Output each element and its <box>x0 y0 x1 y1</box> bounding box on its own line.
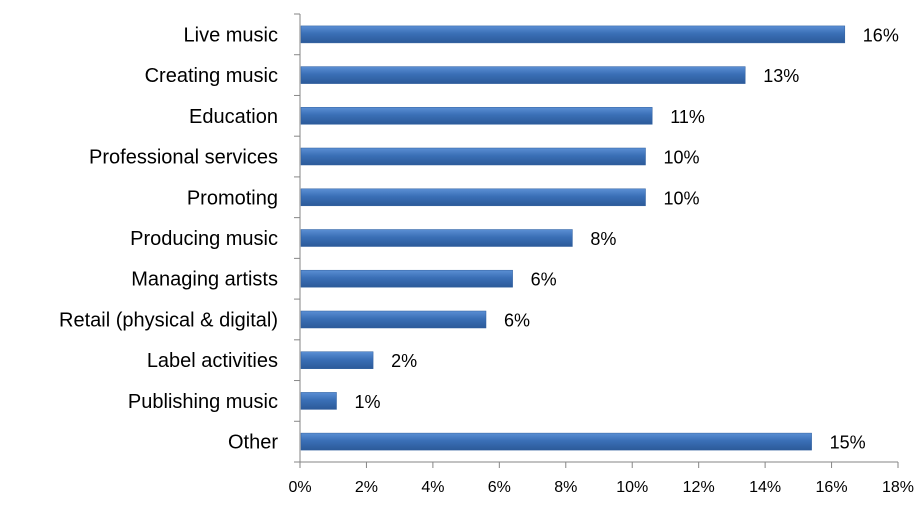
x-tick-label: 6% <box>488 479 511 496</box>
data-label: 10% <box>664 188 700 208</box>
x-tick-label: 12% <box>683 479 715 496</box>
x-tick-label: 16% <box>816 479 848 496</box>
data-label: 6% <box>531 270 557 290</box>
bar <box>300 392 337 410</box>
category-label: Professional services <box>89 147 278 169</box>
data-label: 1% <box>355 392 381 412</box>
axes <box>294 13 899 468</box>
category-label: Other <box>228 432 278 454</box>
x-tick-label: 8% <box>554 479 577 496</box>
category-label: Publishing music <box>128 391 278 413</box>
category-label: Retail (physical & digital) <box>59 310 278 332</box>
data-label: 11% <box>670 107 705 127</box>
bar <box>300 147 646 166</box>
bar <box>300 432 812 451</box>
category-label: Promoting <box>187 187 278 209</box>
data-label: 16% <box>863 25 899 45</box>
bar <box>300 310 487 329</box>
data-label: 2% <box>391 351 417 371</box>
bar <box>300 66 746 84</box>
bar <box>300 351 374 369</box>
category-label: Managing artists <box>131 269 278 291</box>
data-label: 15% <box>830 433 866 453</box>
x-tick-label: 0% <box>288 479 311 496</box>
data-label: 6% <box>504 311 530 331</box>
x-tick-label: 2% <box>355 479 378 496</box>
bar <box>300 269 513 288</box>
category-label: Producing music <box>130 228 278 250</box>
bar <box>300 107 653 125</box>
category-label: Education <box>189 106 278 128</box>
x-tick-label: 10% <box>616 479 648 496</box>
bar <box>300 188 646 207</box>
category-label: Label activities <box>147 350 278 372</box>
category-label: Live music <box>184 24 278 46</box>
category-label: Creating music <box>145 65 278 87</box>
bar <box>300 25 846 44</box>
data-label: 10% <box>664 148 700 168</box>
bars <box>300 25 846 451</box>
x-tick-label: 14% <box>749 479 781 496</box>
x-tick-label: 18% <box>882 479 914 496</box>
x-tick-label: 4% <box>421 479 444 496</box>
labels: 0% 2% 4% 6% 8% 10% 12% 14% 16% 18% Live music 16% Cr… <box>59 24 914 496</box>
data-label: 8% <box>590 229 616 249</box>
bar <box>300 229 573 247</box>
data-label: 13% <box>763 66 799 86</box>
